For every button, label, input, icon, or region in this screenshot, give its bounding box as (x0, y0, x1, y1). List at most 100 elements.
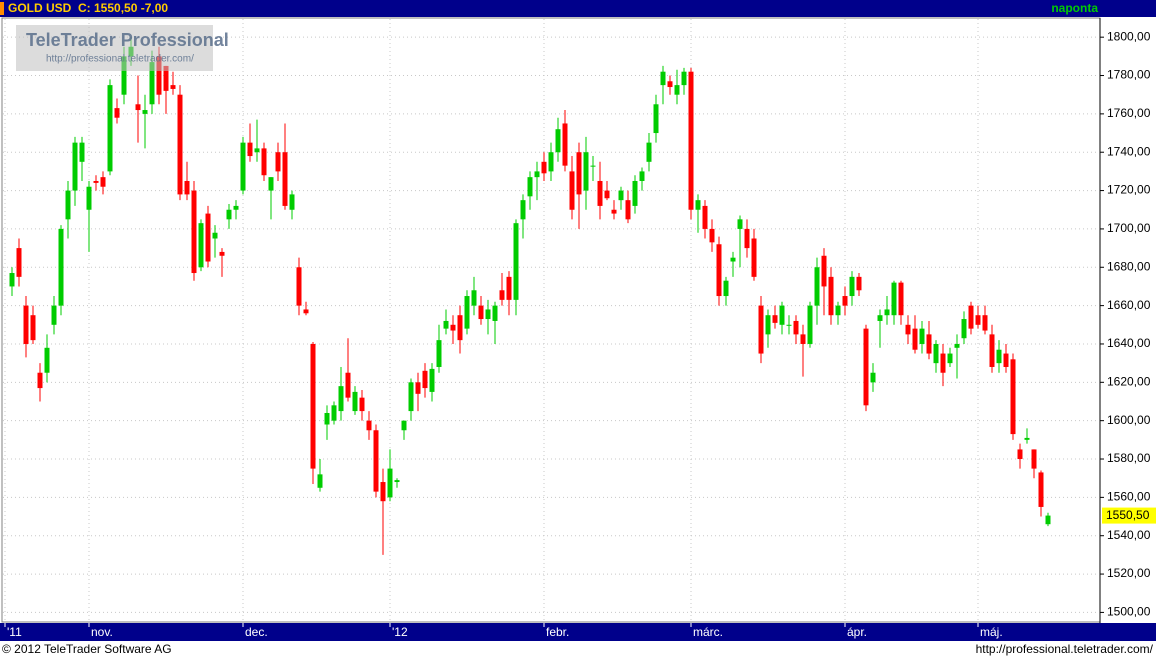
y-tick-label: 1680,00 (1107, 259, 1151, 273)
x-axis-bar (0, 623, 1156, 641)
candle-body (737, 219, 743, 229)
candle-body (1017, 449, 1023, 460)
candle-body (989, 334, 995, 367)
candle-body (317, 474, 323, 488)
last-price-box (1102, 507, 1156, 524)
candle-body (555, 129, 561, 153)
candle-body (156, 56, 162, 95)
candle-body (1010, 359, 1016, 435)
candle-body (380, 482, 386, 502)
candle-body (205, 213, 211, 262)
candle-body (492, 305, 498, 321)
candle-body (289, 194, 295, 210)
candle-body (772, 315, 778, 323)
candle-body (191, 190, 197, 274)
y-tick-label: 1660,00 (1107, 298, 1151, 312)
candle-body (786, 324, 792, 326)
quote: C: 1550,50 -7,00 (78, 1, 168, 15)
candle-body (65, 190, 71, 220)
candle-body (499, 290, 505, 300)
candle-body (296, 267, 302, 306)
candle-body (835, 305, 841, 316)
candle-body (324, 412, 330, 425)
candle-body (1031, 449, 1037, 469)
candle-body (856, 276, 862, 291)
candle-body (184, 180, 190, 195)
candle-body (982, 315, 988, 331)
candle-body (72, 142, 78, 191)
candle-body (100, 177, 106, 187)
candle-body (450, 324, 456, 331)
candle-body (226, 209, 232, 220)
candle-body (807, 305, 813, 344)
candle-body (632, 180, 638, 206)
y-tick-label: 1540,00 (1107, 528, 1151, 542)
candle-body (1024, 437, 1030, 440)
candle-body (44, 347, 50, 373)
candle-body (51, 305, 57, 325)
candle-body (639, 171, 645, 181)
watermark-box (16, 25, 213, 71)
candle-body (765, 315, 771, 335)
candle-body (163, 65, 169, 91)
candle-body (968, 305, 974, 329)
y-tick-label: 1760,00 (1107, 106, 1151, 120)
watermark-title: TeleTrader Professional (26, 30, 229, 50)
candle-body (611, 209, 617, 214)
candle-body (233, 205, 239, 210)
y-tick-label: 1580,00 (1107, 451, 1151, 465)
candle-body (793, 320, 799, 335)
candle-body (681, 71, 687, 86)
y-tick-label: 1600,00 (1107, 413, 1151, 427)
candle-body (261, 148, 267, 176)
candle-body (58, 228, 64, 306)
candle-body (597, 180, 603, 206)
candle-body (310, 343, 316, 469)
candle-body (1003, 353, 1009, 367)
candle-body (933, 343, 939, 364)
candle-body (254, 148, 260, 153)
candle-body (86, 186, 92, 210)
candle-body (401, 420, 407, 431)
header-bar (0, 0, 1156, 17)
candle-body (338, 386, 344, 412)
candle-body (1045, 515, 1051, 525)
y-tick-label: 1780,00 (1107, 68, 1151, 82)
y-tick-label: 1640,00 (1107, 336, 1151, 350)
candle-body (422, 370, 428, 389)
y-tick-label: 1720,00 (1107, 183, 1151, 197)
candle-body (527, 177, 533, 197)
candle-body (716, 244, 722, 297)
candle-body (758, 305, 764, 354)
candle-body (534, 171, 540, 178)
candle-body (842, 296, 848, 306)
candle-body (79, 142, 85, 162)
candle-body (149, 62, 155, 105)
candle-body (667, 81, 673, 88)
candle-body (1038, 472, 1044, 507)
candle-body (653, 104, 659, 134)
candle-body (702, 205, 708, 229)
candle-body (947, 353, 953, 364)
candle-body (345, 372, 351, 398)
candle-body (198, 223, 204, 268)
candle-body (23, 305, 29, 344)
candle-body (436, 340, 442, 367)
header-marker (0, 2, 4, 15)
candle-body (625, 200, 631, 220)
y-tick-label: 1560,00 (1107, 490, 1151, 504)
x-tick-label: ápr. (847, 625, 867, 639)
x-tick-label: nov. (91, 625, 113, 639)
candle-body (926, 334, 932, 354)
candle-body (688, 71, 694, 210)
y-tick-label: 1800,00 (1107, 29, 1151, 43)
candle-body (975, 315, 981, 325)
candle-body (821, 255, 827, 287)
candle-body (604, 190, 610, 199)
plot-area (1, 17, 1101, 623)
interval: naponta (1051, 1, 1098, 15)
candle-body (457, 315, 463, 341)
candle-body (275, 152, 281, 172)
candle-body (471, 290, 477, 306)
